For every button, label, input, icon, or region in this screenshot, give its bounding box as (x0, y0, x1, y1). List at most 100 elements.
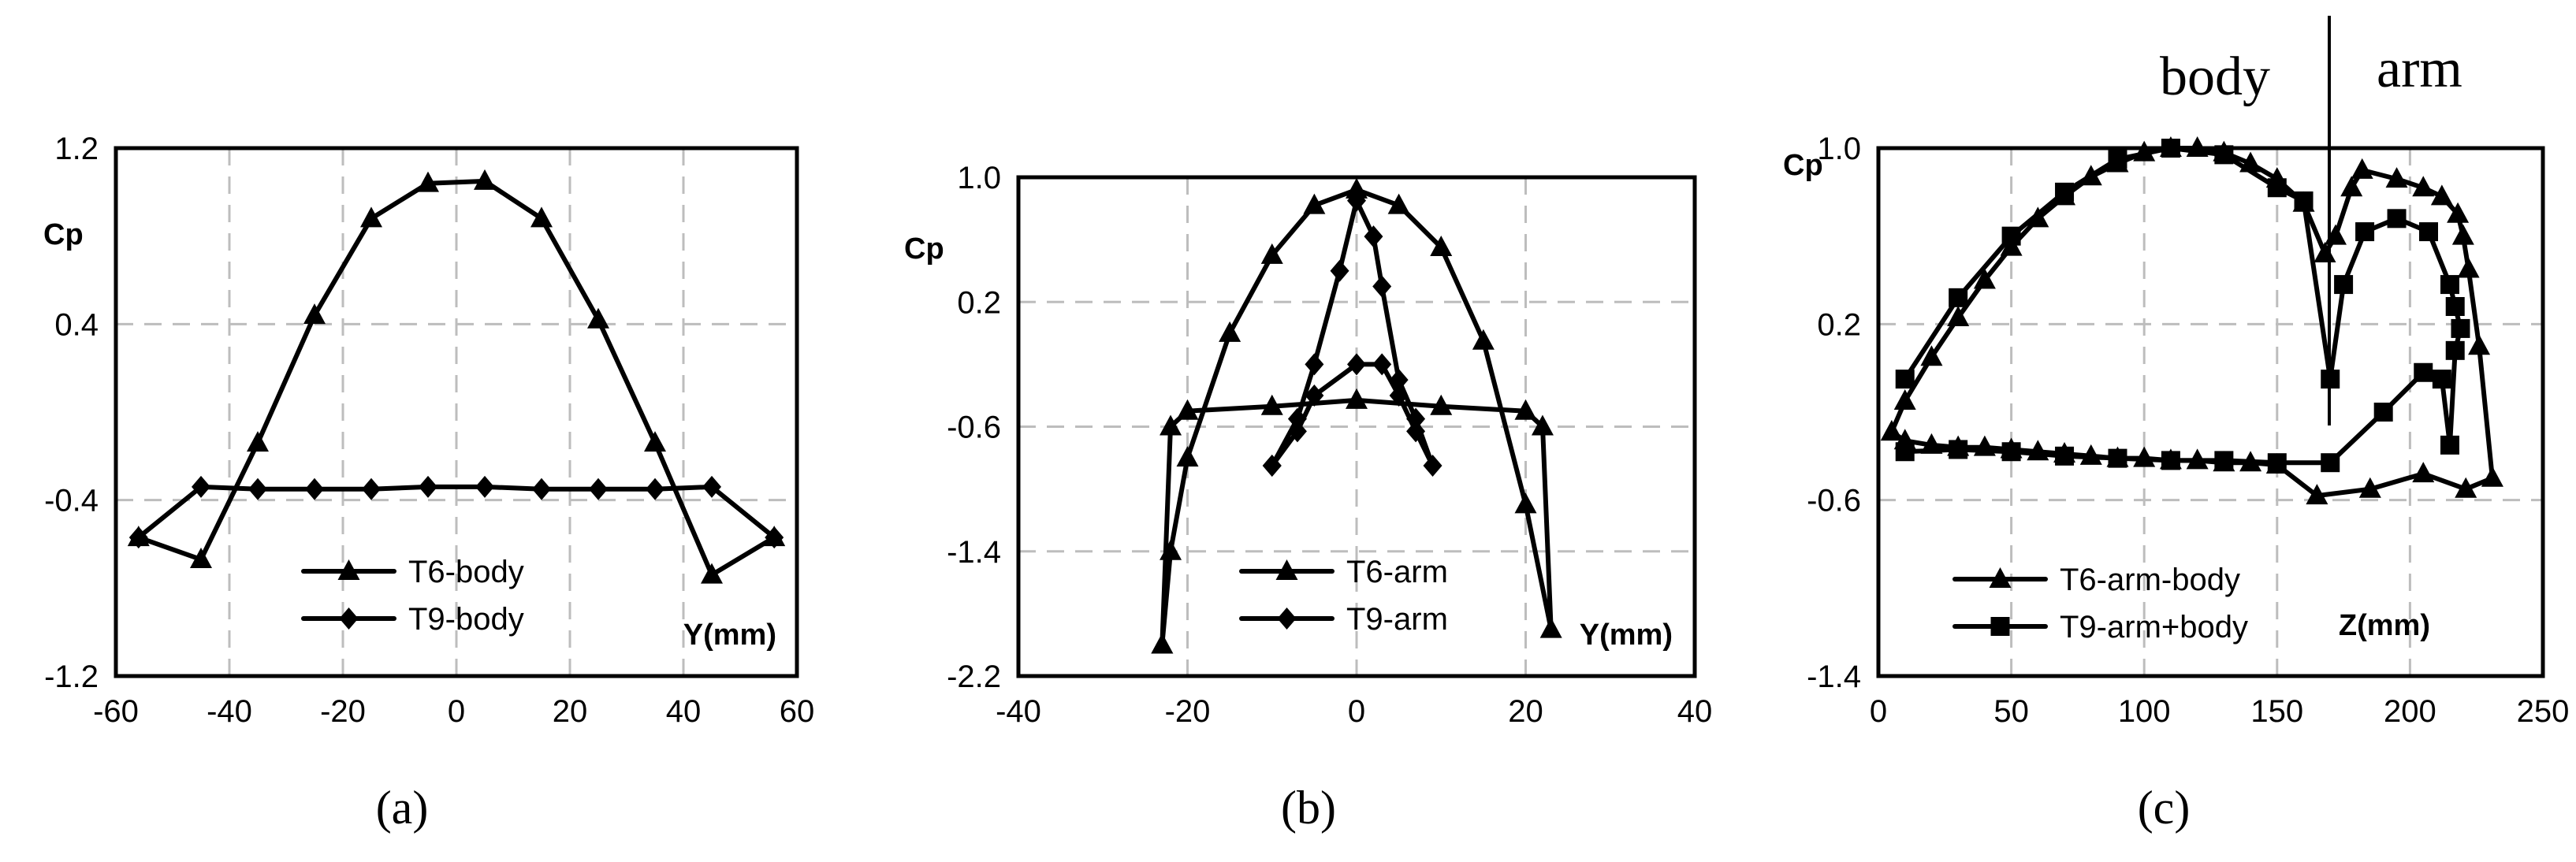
data-point-T6-arm (1346, 388, 1368, 409)
data-point-T6-arm-body (2306, 484, 2328, 505)
plot-frame (114, 146, 799, 678)
data-point-T9-body (589, 477, 608, 500)
data-point-T6-arm (1151, 633, 1174, 654)
data-point-T9-arm+body (2440, 435, 2459, 455)
data-point-T6-arm-body (2412, 176, 2435, 197)
data-point-T6-arm-body (2340, 176, 2363, 197)
data-point-T9-body (765, 526, 784, 549)
data-point-T9-arm+body (2414, 362, 2433, 382)
data-point-T6-arm (1176, 399, 1199, 420)
data-point-T9-arm+body (2445, 340, 2465, 360)
data-point-T6-arm-body (2457, 257, 2480, 278)
y-axis-label: Cp (43, 218, 84, 251)
chart-panel-a: 1.2 0.4 -0.4 -1.2-60 -40 -20 0 20 40 60 Cp Y(mm) T6-… (43, 132, 814, 834)
y-tick-label: -0.6 (947, 411, 1001, 445)
data-point-T9-arm (1287, 420, 1307, 443)
x-tick-label: 20 (1508, 694, 1543, 729)
data-point-T6-arm-body (1920, 345, 1943, 366)
annotation-body: body (2160, 46, 2270, 107)
y-tick-label: 0.2 (957, 285, 1001, 320)
data-point-T9-arm (1330, 259, 1349, 282)
data-point-T9-arm+body (2440, 275, 2459, 295)
panel-caption: (a) (376, 782, 429, 834)
legend-label: T9-arm+body (2060, 610, 2248, 645)
data-point-T9-body (248, 477, 267, 500)
x-tick-label: 50 (1993, 694, 2029, 729)
x-tick-label: 0 (448, 694, 465, 729)
chart-panel-c: 1.0 0.2 -0.6 -1.4 0 50 100 150 200 250 Cp Z(mm) T6-a… (1783, 16, 2569, 834)
legend-label: T9-arm (1346, 602, 1448, 637)
data-point-T6-arm-body (2351, 158, 2373, 179)
data-point-T6-arm (1176, 446, 1199, 467)
data-point-T9-arm (1347, 353, 1366, 376)
data-point-T6-arm (1346, 177, 1368, 199)
data-point-T6-arm-body (2481, 466, 2503, 487)
data-point-T9-arm+body (2161, 139, 2180, 158)
data-point-T9-arm (1389, 384, 1409, 407)
x-tick-label: 200 (2384, 694, 2436, 729)
y-tick-label: -1.2 (44, 660, 99, 694)
data-point-T6-arm (1430, 394, 1453, 415)
data-point-T6-arm (1514, 492, 1537, 514)
data-point-T9-arm (1287, 407, 1307, 430)
x-tick-label: 150 (2250, 694, 2303, 729)
data-point-T9-arm+body (2334, 275, 2354, 295)
x-tick-label: 100 (2118, 694, 2171, 729)
data-point-T9-arm+body (2108, 448, 2127, 468)
legend-marker (1275, 559, 1298, 580)
chart-panel-b: 1.0 0.2 -0.6 -1.4 -2.2-40 -20 0 20 40 Cp Y(mm) T6-a… (904, 161, 1712, 834)
data-point-T9-arm+body (2432, 370, 2451, 389)
data-point-T6-body (417, 171, 439, 192)
data-point-T6-body (190, 548, 212, 569)
data-point-T6-body (644, 431, 666, 452)
x-tick-label: 40 (666, 694, 702, 729)
annotation-arm: arm (2377, 39, 2462, 99)
plot-frame (1016, 175, 1697, 678)
legend-marker (339, 607, 359, 630)
data-point-T6-body (303, 303, 326, 325)
data-point-T6-arm (1539, 617, 1562, 638)
data-point-T6-arm-body (2430, 184, 2453, 206)
series-line-T9-body (136, 484, 777, 541)
x-axis-label: Y(mm) (1580, 619, 1673, 652)
x-tick-label: 250 (2517, 694, 2570, 729)
data-point-T9-arm+body (2321, 453, 2340, 473)
y-tick-label: -0.4 (44, 484, 99, 518)
data-point-T9-arm+body (1895, 442, 1915, 462)
data-point-T6-body (701, 563, 723, 584)
data-point-T6-arm-body (1973, 268, 1996, 289)
y-axis-label: Cp (1783, 149, 1823, 182)
y-tick-label: 1.0 (1817, 132, 1861, 166)
x-tick-label: 40 (1677, 694, 1713, 729)
data-point-T6-body (360, 206, 382, 228)
data-point-T6-arm (1219, 321, 1241, 342)
data-point-T9-body (646, 477, 664, 500)
data-point-T6-arm-body (2455, 477, 2477, 498)
data-point-T6-arm-body (2468, 334, 2491, 355)
legend-label: T6-body (408, 555, 524, 589)
x-tick-label: -40 (207, 694, 252, 729)
x-tick-label: -20 (320, 694, 366, 729)
data-point-T6-arm-body (2451, 224, 2474, 245)
y-tick-label: 1.0 (957, 161, 1001, 195)
data-point-T6-arm-body (2385, 167, 2408, 188)
data-point-T6-arm (1531, 414, 1554, 436)
legend-label: T9-body (408, 602, 524, 637)
x-tick-label: 0 (1348, 694, 1365, 729)
data-point-T9-arm+body (2001, 442, 2021, 462)
data-point-T9-arm (1305, 384, 1324, 407)
series-line-T6-arm (1160, 187, 1554, 648)
legend-marker (337, 559, 360, 580)
y-tick-label: -2.2 (947, 660, 1001, 694)
data-point-T9-body (419, 475, 437, 498)
series-line-T6-body (136, 178, 777, 578)
y-tick-label: -1.4 (1807, 660, 1861, 694)
y-tick-label: 1.2 (54, 132, 99, 166)
data-point-T9-arm+body (2267, 453, 2287, 473)
x-tick-label: 60 (780, 694, 815, 729)
data-point-T9-arm+body (1949, 440, 1968, 459)
data-point-T6-arm (1260, 243, 1283, 264)
data-point-T6-arm-body (1947, 305, 1970, 326)
legend-marker (1989, 567, 2012, 588)
